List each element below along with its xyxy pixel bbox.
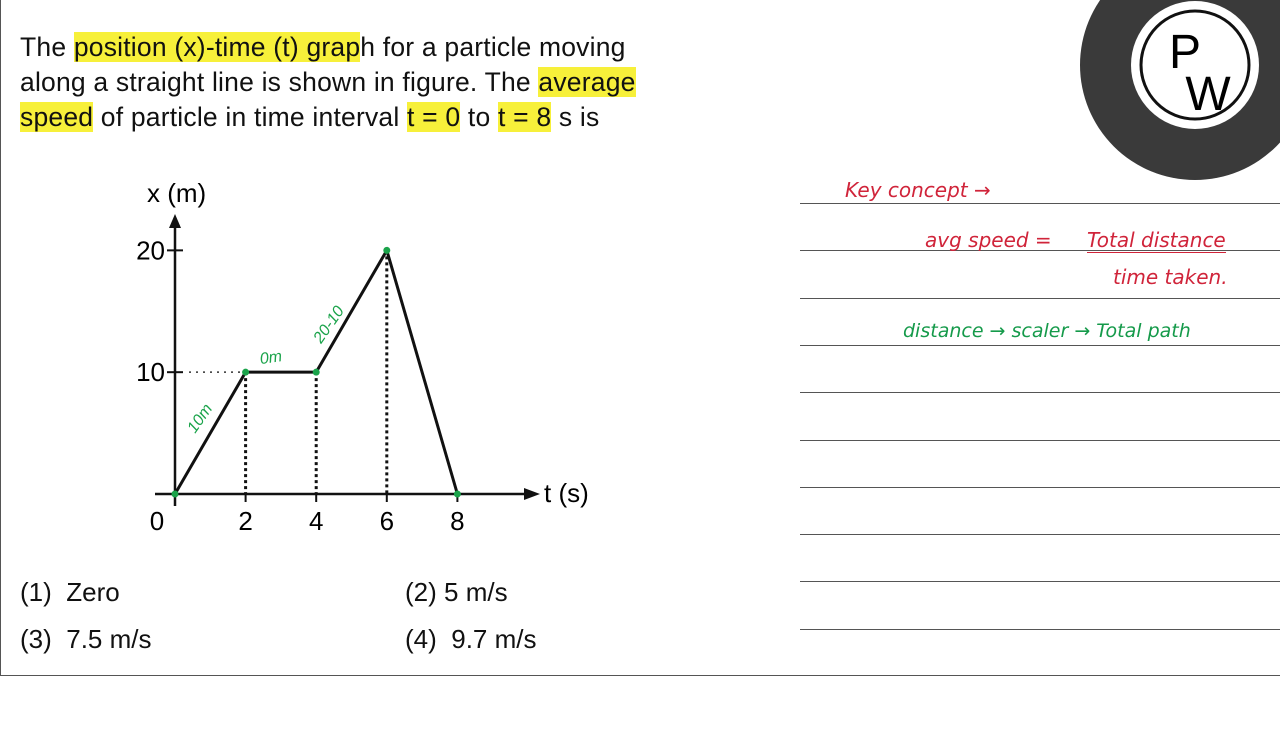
y-tick-label: 20 [136, 235, 165, 265]
y-arrow [169, 214, 181, 228]
rule [800, 344, 1280, 346]
note: distance → scaler → Total path [903, 320, 1191, 342]
data-point [453, 490, 461, 498]
option: (4) 9.7 m/s [405, 624, 536, 655]
rule [800, 297, 1280, 299]
option: (1) Zero [20, 577, 120, 608]
option-number: (2) [405, 577, 437, 607]
question: The position (x)-time (t) graph for a pa… [20, 30, 636, 135]
rule [800, 392, 1280, 394]
logo: P W [1080, 0, 1280, 180]
option: (2) 5 m/s [405, 577, 508, 608]
option-number: (3) [20, 624, 52, 654]
data-point [383, 246, 391, 254]
option-number: (4) [405, 624, 437, 654]
annotation: 0m [259, 348, 283, 368]
x-tick-label: 0 [150, 506, 164, 536]
data-point [312, 368, 320, 376]
note: time taken. [1113, 265, 1228, 289]
question-text: h for a particle moving [360, 32, 626, 62]
rule [800, 581, 1280, 583]
rule [800, 203, 1280, 204]
logo-letter: W [1185, 68, 1231, 121]
note: Key concept → [845, 178, 991, 202]
x-tick-label: 6 [380, 506, 394, 536]
data-point [242, 368, 250, 376]
y-tick-label: 10 [136, 357, 165, 387]
logo-ring [1139, 9, 1251, 121]
x-axis-label: t (s) [544, 478, 589, 508]
rule [800, 486, 1280, 488]
option: (3) 7.5 m/s [20, 624, 151, 655]
x-tick-label: 8 [450, 506, 464, 536]
question-text: t = 8 [497, 102, 552, 132]
question-text: s is [551, 102, 600, 132]
note: Total distance [1087, 228, 1226, 253]
question-text: to [460, 102, 498, 132]
question-line: along a straight line is shown in figure… [20, 65, 636, 100]
question-text: The [20, 32, 74, 62]
rule [800, 534, 1280, 536]
question-text: t = 0 [407, 102, 461, 132]
logo-disc [1131, 1, 1259, 129]
x-tick-label: 4 [309, 506, 323, 536]
x-arrow [524, 488, 540, 500]
rule [800, 628, 1280, 630]
question-text: along a straight line is shown in figure… [20, 67, 539, 97]
logo-letter: P [1169, 26, 1201, 79]
question-text: speed [20, 102, 94, 132]
option-text: Zero [66, 577, 120, 607]
data-point [171, 490, 179, 498]
question-text: of particle in time interval [93, 102, 408, 132]
option-text: 7.5 m/s [66, 624, 152, 654]
note: avg speed = [925, 228, 1052, 252]
option-text: 5 m/s [444, 577, 508, 607]
y-axis-label: x (m) [147, 178, 206, 208]
question-text: position (x)-time (t) grap [73, 32, 361, 62]
option-text: 9.7 m/s [451, 624, 537, 654]
left-border [0, 0, 1, 675]
question-line: The position (x)-time (t) graph for a pa… [20, 30, 636, 65]
x-tick-label: 2 [238, 506, 252, 536]
question-line: speed of particle in time interval t = 0… [20, 100, 636, 135]
bottom-border [0, 675, 1280, 676]
option-number: (1) [20, 577, 52, 607]
question-text: average [538, 67, 636, 97]
rule [800, 250, 1280, 252]
rule [800, 439, 1280, 441]
